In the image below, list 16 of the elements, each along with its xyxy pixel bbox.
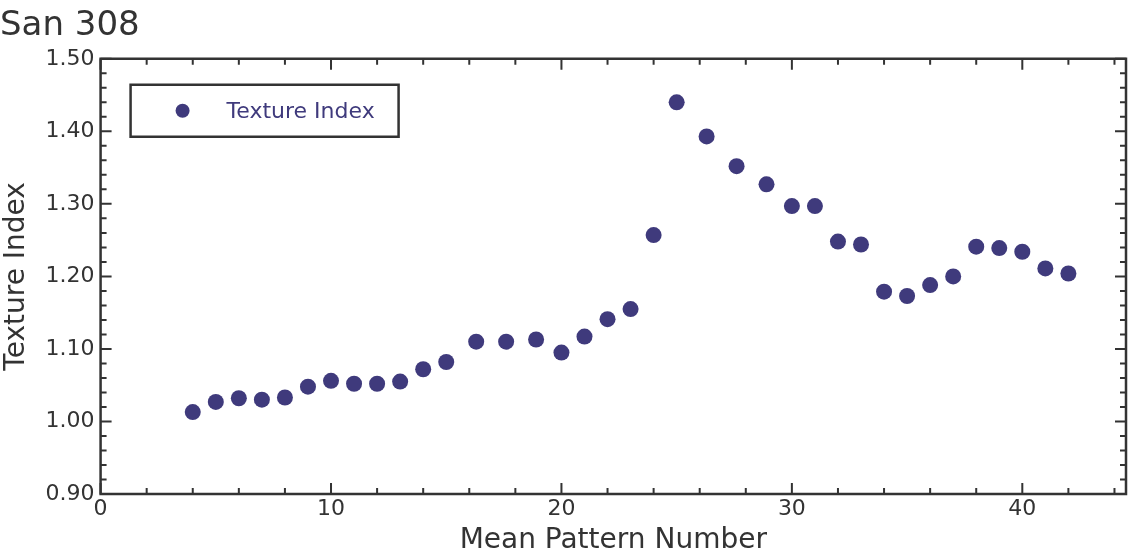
x-tick-label: 40: [1008, 494, 1037, 520]
y-axis-title: Texture Index: [0, 182, 32, 372]
chart-title: San 308: [0, 3, 140, 44]
legend-label: Texture Index: [225, 97, 375, 123]
x-axis-title: Mean Pattern Number: [459, 522, 768, 556]
y-tick-label: 1.40: [45, 117, 95, 143]
x-tick-label: 20: [547, 494, 576, 520]
x-tick-label: 10: [317, 494, 346, 520]
x-tick-label: 30: [777, 494, 806, 520]
y-tick-label: 1.30: [45, 189, 95, 215]
y-tick-label: 1.00: [45, 407, 95, 433]
y-tick-label: 1.20: [45, 262, 95, 288]
y-tick-label: 1.50: [45, 44, 95, 70]
y-tick-label: 0.90: [45, 479, 95, 505]
x-tick-label: 0: [93, 494, 108, 520]
y-tick-label: 1.10: [45, 334, 95, 360]
